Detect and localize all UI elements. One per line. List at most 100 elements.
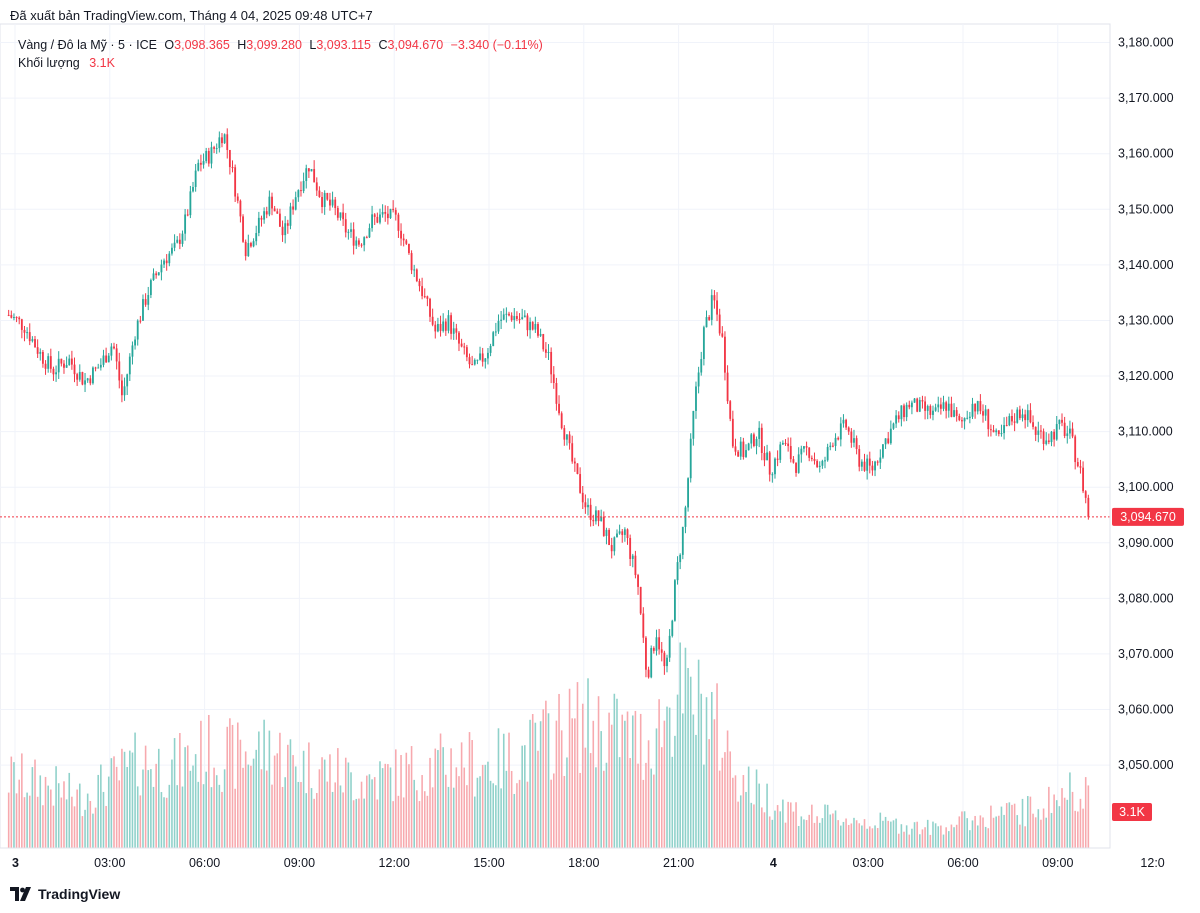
volume-bar [1061,788,1063,848]
candle-body [471,364,474,366]
candle-body [623,529,626,535]
candle-body [950,403,953,417]
volume-bar [826,804,829,848]
legend-symbol[interactable]: Vàng / Đô la Mỹ · 5 · ICE [18,38,157,52]
candle-body [579,474,582,493]
candle-body [687,478,690,508]
volume-bar [892,820,895,848]
volume-bar [963,811,966,848]
volume-bar [942,834,945,848]
candle-body [334,199,337,209]
volume-bar [200,720,202,848]
candle-body [373,214,376,217]
volume-bar [971,820,974,848]
time-tick-label: 03:00 [853,856,884,870]
volume-bar [995,816,997,848]
candle-body [257,217,260,234]
volume-bar [176,785,179,848]
volume-bar [86,793,89,848]
candle-body [1084,491,1087,498]
volume-bar [816,816,818,848]
candle-body [1047,440,1050,443]
candle-body [497,320,500,332]
candle-body [1061,419,1063,423]
candle-body [1003,425,1006,434]
volume-bar [600,731,602,848]
candle-body [1063,422,1066,436]
candle-body [779,444,782,460]
candle-body [436,323,439,332]
candle-body [863,461,866,471]
volume-bar [400,755,402,848]
volume-bar [255,749,258,848]
legend-volume-label[interactable]: Khối lượng [18,56,80,70]
volume-bar [1087,785,1090,848]
volume-bar [713,719,716,848]
volume-bar [808,814,811,848]
price-tick-label: 3,070.000 [1118,647,1174,661]
candle-body [171,247,173,254]
tradingview-logo[interactable]: TradingView [10,886,120,902]
volume-bar [668,707,671,848]
candle-body [781,442,784,445]
candle-body [379,214,381,223]
volume-bar [189,770,192,848]
candle-body [142,299,144,321]
candle-body [666,657,668,667]
candle-body [342,212,345,220]
volume-bar [934,823,937,848]
volume-bar [1013,803,1016,848]
candle-body [673,580,676,621]
legend-h-value: 3,099.280 [246,38,302,52]
volume-bar [418,801,421,848]
volume-bar [853,817,855,848]
legend-l-label: L [309,38,317,52]
candle-body [302,181,305,192]
volume-bar [679,642,681,848]
volume-bar [337,748,339,848]
volume-bar [932,821,934,848]
volume-bar [263,719,265,848]
candle-body [855,438,858,450]
volume-bar [1079,798,1082,848]
candle-body [971,403,974,417]
volume-bar [653,774,655,848]
candle-body [1074,436,1077,463]
volume-bar [258,731,260,848]
volume-bar [473,796,476,848]
candle-body [718,314,721,334]
candle-body [455,328,458,333]
candle-body [647,669,650,678]
candle-body [563,428,566,440]
candle-body [571,443,574,462]
candle-body [831,445,834,447]
candle-body [215,148,218,150]
volume-bar [998,815,1000,848]
volume-bar [416,790,418,848]
volume-bar [492,783,495,848]
candle-body [1040,430,1042,432]
candle-body [897,415,900,420]
candle-body [1068,428,1071,434]
candle-body [134,339,137,346]
volume-bar [787,801,789,848]
volume-bar [803,819,805,848]
chart-legend: Vàng / Đô la Mỹ · 5 · ICE O3,098.365 H3,… [18,36,543,72]
volume-bar [1063,797,1066,848]
volume-bar [1071,791,1074,848]
volume-bar [247,764,250,848]
candle-body [1021,414,1024,419]
candle-body [724,336,726,373]
candle-body [492,332,495,347]
time-tick-label: 06:00 [947,856,978,870]
candle-body [252,241,255,247]
volume-bar [313,798,315,848]
candle-body [350,229,352,232]
candle-body [963,418,966,422]
candle-body [47,356,50,369]
candle-body [368,228,371,238]
candle-body [128,356,131,375]
candle-body [1016,409,1019,423]
candle-body [939,404,942,409]
